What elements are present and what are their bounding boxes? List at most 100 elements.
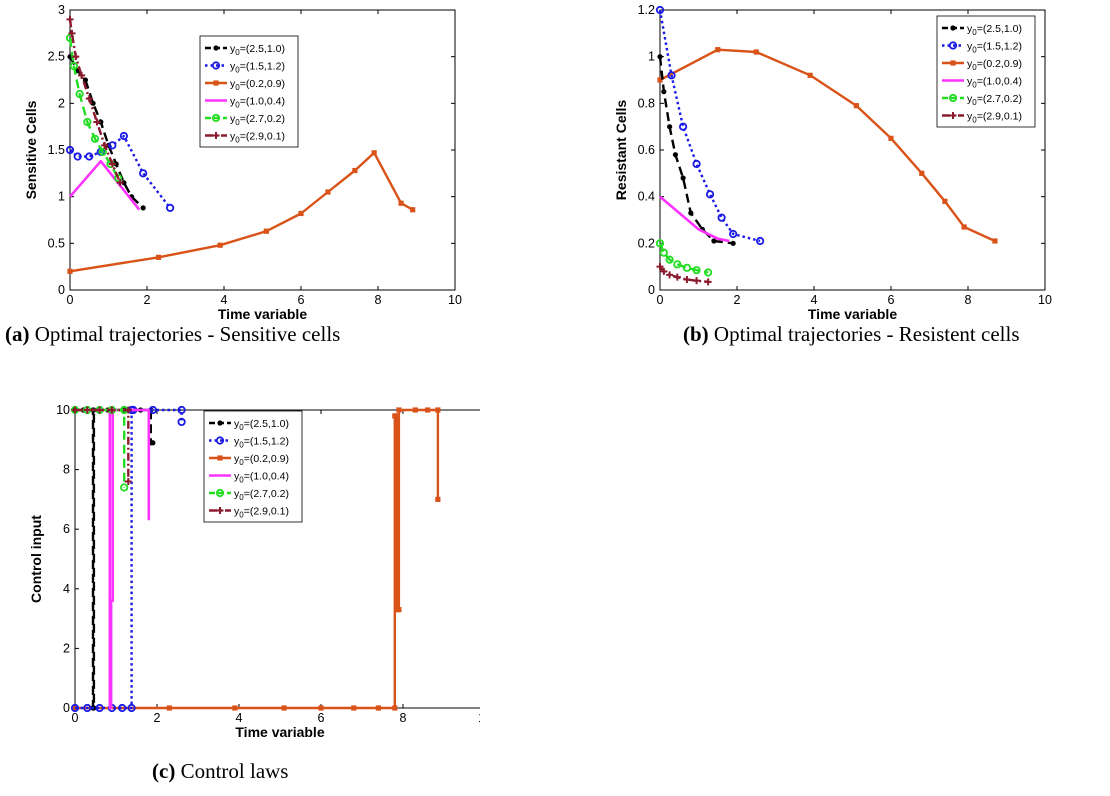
- data-point-a-y6: [93, 118, 101, 126]
- series-line-b-y1: [658, 56, 734, 245]
- y-tick-label-b: 1.2: [638, 3, 655, 17]
- data-point-b-y3: [888, 135, 894, 141]
- series-line-c-y5: [75, 408, 126, 488]
- data-point-b-y1: [661, 89, 667, 95]
- data-point-c-y6: [96, 406, 104, 414]
- data-point-b-y3: [853, 103, 859, 109]
- series-line-c-y4: [75, 408, 151, 710]
- data-point-a-y6: [72, 53, 80, 61]
- x-tick-label-c: 10: [478, 711, 480, 725]
- caption-b: (b) Optimal trajectories - Resistent cel…: [683, 322, 1020, 347]
- data-point-a-y3: [263, 228, 269, 234]
- data-point-b-y6: [656, 263, 664, 271]
- legend-entry-c-y1: y0=(2.5,1.0): [234, 418, 289, 432]
- y-tick-label-c: 8: [63, 463, 70, 477]
- data-point-a-y5: [83, 117, 92, 127]
- data-point-a-y1: [82, 77, 88, 83]
- data-point-c-y6: [83, 406, 91, 414]
- x-tick-label-a: 4: [221, 293, 228, 307]
- data-point-c-y3: [375, 705, 381, 711]
- data-point-a-y3: [217, 242, 223, 248]
- data-point-a-y2: [108, 141, 117, 150]
- x-axis-label-a: Time variable: [218, 306, 307, 322]
- y-tick-label-b: 1: [648, 50, 655, 64]
- x-tick-label-a: 10: [448, 293, 462, 307]
- legend-marker-a-y1: [213, 45, 219, 51]
- data-point-b-y5: [692, 266, 701, 275]
- series-line-a-y4: [69, 159, 141, 211]
- data-point-a-y2: [65, 145, 75, 155]
- legend-marker-b-y2: [948, 41, 958, 50]
- data-point-b-y1: [688, 210, 694, 216]
- data-point-b-y3: [807, 72, 813, 78]
- legend-entry-b-y6: y0=(2.9,0.1): [967, 111, 1022, 125]
- data-point-a-y1: [90, 100, 96, 106]
- data-point-c-y3: [351, 705, 357, 711]
- data-point-b-y2: [692, 159, 701, 169]
- legend-marker-c-y2: [215, 436, 225, 445]
- chart-b: 0 2 4 6 8 10 0 0.2 0.4 0.6 0.8 1 1.2 Time variable Res…: [613, 3, 1052, 322]
- legend-marker-a-y5: [211, 113, 221, 123]
- series-line-c-y6: [75, 408, 130, 482]
- y-tick-label-b: 0.8: [638, 96, 655, 110]
- data-point-a-y2: [119, 131, 129, 141]
- series-b-y1: [657, 54, 736, 246]
- legend-entry-a-y4: y0=(1.0,0.4): [230, 96, 285, 110]
- series-b-y5: [655, 239, 713, 277]
- data-point-b-y1: [711, 238, 717, 244]
- legend-marker-b-y6: [949, 112, 957, 119]
- legend-marker-a-y6: [212, 132, 220, 139]
- series-b-y2: [655, 5, 765, 246]
- data-point-c-y6: [124, 478, 132, 486]
- y-axis-label-b: Resistant Cells: [613, 100, 629, 201]
- x-tick-label-c: 0: [72, 711, 79, 725]
- legend-a: [199, 35, 299, 148]
- data-point-a-y3: [371, 150, 377, 156]
- data-point-b-y6: [693, 277, 701, 285]
- y-tick-label-c: 2: [63, 641, 70, 655]
- data-point-a-y3: [352, 167, 358, 174]
- data-point-b-y6: [683, 276, 691, 283]
- y-tick-label-b: 0.6: [638, 143, 655, 157]
- x-tick-label-c: 2: [154, 711, 161, 725]
- data-point-b-y6: [673, 273, 681, 281]
- data-point-a-y6: [116, 179, 124, 187]
- data-point-a-y1: [121, 180, 127, 186]
- data-point-c-y2: [127, 703, 136, 713]
- data-point-b-y3: [657, 77, 663, 83]
- data-point-b-y2: [667, 71, 676, 80]
- caption-b-letter: (b): [683, 322, 709, 346]
- chart-c: 0 2 4 6 8 10 0 2 4 6 8 10 Time variable Control input…: [28, 403, 480, 740]
- caption-c: (c) Control laws: [152, 759, 288, 784]
- legend-b: [936, 15, 1036, 128]
- y-tick-label-b: 0.2: [638, 236, 655, 250]
- data-point-b-y3: [961, 224, 967, 230]
- data-point-a-y3: [67, 268, 73, 274]
- data-point-b-y2: [655, 5, 665, 15]
- legend-marker-c-y3: [217, 455, 223, 461]
- caption-a-text: Optimal trajectories - Sensitive cells: [34, 322, 341, 346]
- data-point-b-y6: [666, 271, 674, 279]
- y-tick-label-a: 2.5: [48, 50, 65, 64]
- legend-entry-c-y3: y0=(0.2,0.9): [234, 453, 289, 467]
- legend-entry-a-y3: y0=(0.2,0.9): [230, 78, 285, 92]
- data-point-a-y1: [98, 119, 104, 125]
- data-point-a-y3: [155, 254, 162, 260]
- series-c-y6: [71, 406, 132, 486]
- data-point-b-y5: [704, 268, 713, 277]
- y-tick-label-c: 0: [63, 701, 70, 715]
- data-point-c-y3: [435, 496, 441, 502]
- series-a-y5: [65, 33, 123, 183]
- data-point-b-y5: [682, 263, 692, 272]
- y-tick-label-a: 0.5: [48, 236, 65, 250]
- series-b-y6: [656, 263, 712, 286]
- data-point-c-y3: [281, 705, 287, 711]
- series-line-b-y5: [658, 242, 709, 274]
- x-axis-label-c: Time variable: [235, 724, 324, 740]
- legend-entry-a-y6: y0=(2.9,0.1): [230, 131, 285, 145]
- data-point-b-y1: [667, 124, 673, 130]
- data-point-b-y1: [680, 175, 686, 181]
- series-a-y3: [67, 150, 416, 274]
- legend-marker-b-y5: [948, 93, 958, 103]
- data-point-b-y3: [753, 49, 759, 55]
